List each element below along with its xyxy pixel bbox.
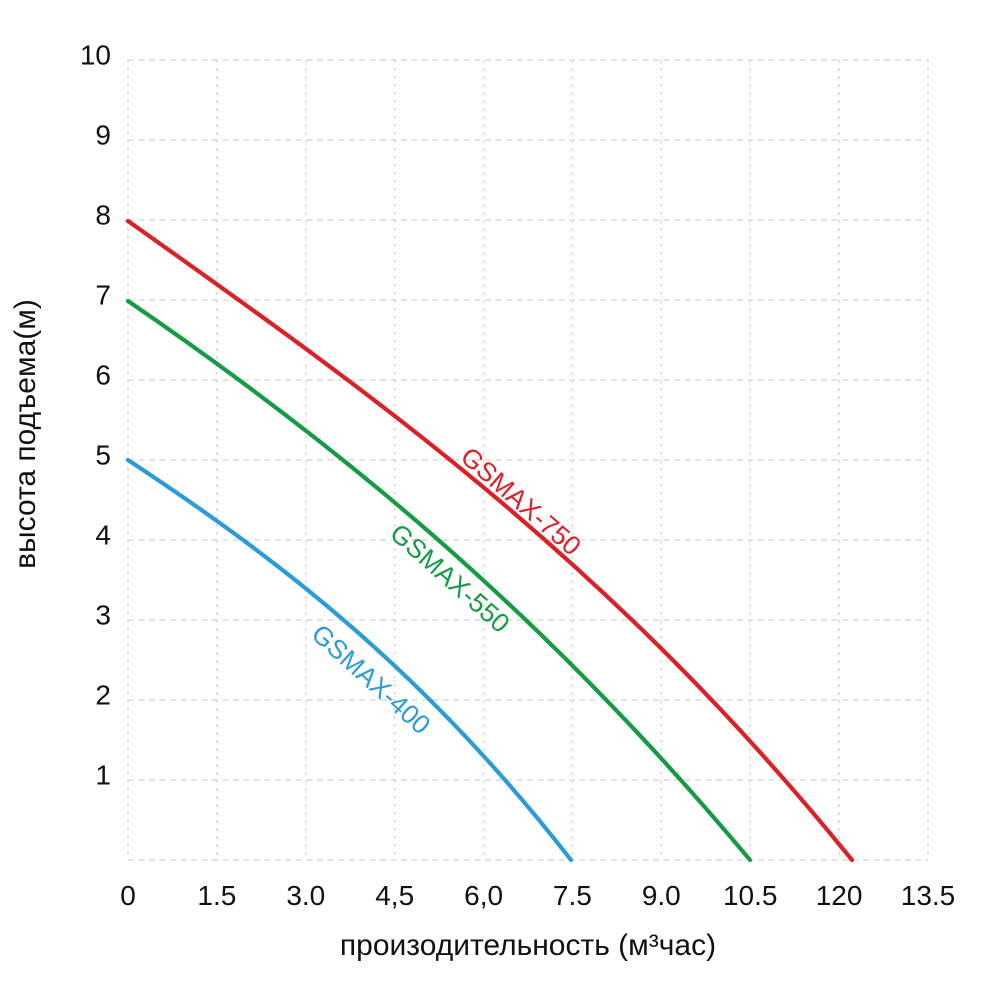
svg-text:10: 10 xyxy=(80,40,111,71)
svg-text:6,0: 6,0 xyxy=(464,880,503,911)
svg-text:8: 8 xyxy=(95,200,111,231)
svg-text:9: 9 xyxy=(95,120,111,151)
svg-text:6: 6 xyxy=(95,360,111,391)
svg-text:3.0: 3.0 xyxy=(286,880,325,911)
svg-text:13.5: 13.5 xyxy=(901,880,956,911)
svg-text:3: 3 xyxy=(95,600,111,631)
svg-text:120: 120 xyxy=(816,880,863,911)
svg-text:1: 1 xyxy=(95,760,111,791)
svg-text:7.5: 7.5 xyxy=(553,880,592,911)
svg-text:1.5: 1.5 xyxy=(197,880,236,911)
svg-text:10.5: 10.5 xyxy=(723,880,778,911)
svg-text:5: 5 xyxy=(95,440,111,471)
svg-text:произодительность (м³час): произодительность (м³час) xyxy=(340,929,716,962)
svg-text:0: 0 xyxy=(120,880,136,911)
svg-text:7: 7 xyxy=(95,280,111,311)
svg-text:2: 2 xyxy=(95,680,111,711)
svg-text:высота подъема(м): высота подъема(м) xyxy=(9,299,42,569)
svg-text:4,5: 4,5 xyxy=(375,880,414,911)
svg-text:4: 4 xyxy=(95,520,111,551)
svg-text:9.0: 9.0 xyxy=(642,880,681,911)
